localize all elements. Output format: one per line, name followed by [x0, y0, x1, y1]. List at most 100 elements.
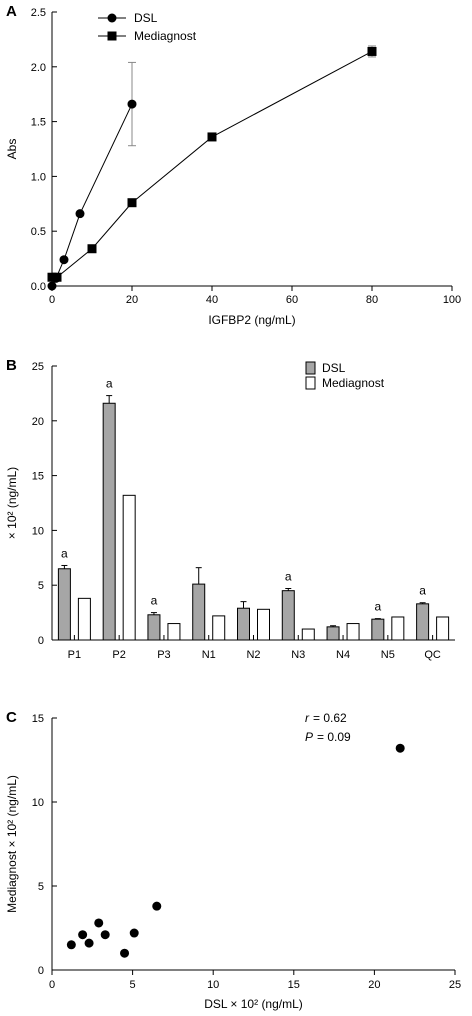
scatter-point — [84, 938, 94, 948]
data-point-mediagnost — [52, 272, 62, 282]
data-point-dsl — [59, 255, 69, 265]
scatter-point — [78, 930, 88, 940]
panel-a-label: A — [6, 3, 17, 20]
x-tick-label: P1 — [68, 649, 81, 661]
x-tick-label: 60 — [286, 294, 298, 306]
x-tick-label: N5 — [381, 649, 395, 661]
bar-dsl-n1 — [192, 583, 206, 641]
r-value: = 0.62 — [313, 711, 347, 725]
y-tick-label: 1.5 — [31, 117, 46, 129]
panel-c-y-axis-label: Mediagnost × 10² (ng/mL) — [5, 775, 19, 913]
y-tick-label: 25 — [32, 361, 44, 373]
scatter-point — [395, 743, 405, 753]
data-point-dsl — [47, 281, 57, 291]
legend-mediagnost-label: Mediagnost — [322, 376, 385, 390]
panel-a: A 0.0 0.5 1.0 1.5 2.0 2.5 0 20 40 60 80 100 IGFBP2 … — [5, 3, 461, 327]
legend-mediagnost-swatch — [305, 376, 316, 390]
significance-marker: a — [106, 377, 113, 391]
data-point-dsl — [75, 209, 85, 219]
correlation-annotation: r = 0.62 — [305, 711, 347, 725]
panel-c: C 0 5 10 15 0 5 10 15 20 25 DSL × 10² (ng/mL) Med… — [5, 709, 461, 1011]
significance-marker: a — [61, 546, 68, 560]
x-tick-label: 80 — [366, 294, 378, 306]
scatter-point — [94, 918, 104, 928]
x-tick-label: 20 — [368, 979, 380, 991]
legend-dsl-swatch — [305, 361, 316, 375]
bar-mediagnost-n2 — [257, 608, 270, 641]
x-tick-label: P2 — [112, 649, 125, 661]
panel-b-y-axis-label: × 10² (ng/mL) — [5, 467, 19, 539]
legend-mediagnost-label: Mediagnost — [134, 29, 197, 43]
x-tick-label: 0 — [49, 979, 55, 991]
data-point-mediagnost — [87, 244, 97, 254]
panel-a-x-axis-label: IGFBP2 (ng/mL) — [208, 313, 295, 327]
y-tick-label: 5 — [38, 580, 44, 592]
data-point-dsl — [127, 99, 137, 109]
y-tick-label: 15 — [32, 713, 44, 725]
bar-dsl-p2 — [102, 402, 116, 641]
panel-b-axes: 0 5 10 15 20 25 P1 P2 P3 N1 N2 N3 N4 N5 QC — [32, 361, 455, 661]
y-tick-label: 0 — [38, 635, 44, 647]
bar-dsl-n2 — [237, 607, 250, 641]
x-tick-label: N4 — [336, 649, 350, 661]
panel-c-marks — [66, 743, 405, 958]
r-symbol: r — [305, 711, 310, 725]
panel-c-x-axis-label: DSL × 10² (ng/mL) — [204, 997, 303, 1011]
bar-dsl-p1 — [57, 568, 71, 641]
bar-dsl-qc — [416, 603, 430, 641]
x-tick-label: 10 — [207, 979, 219, 991]
x-tick-label: 25 — [449, 979, 461, 991]
bar-mediagnost-n4 — [346, 623, 360, 641]
significance-marker: a — [419, 584, 426, 598]
bar-mediagnost-n1 — [212, 615, 226, 641]
series-line-mediagnost — [52, 51, 373, 278]
scatter-point — [120, 948, 130, 958]
scatter-point — [66, 940, 76, 950]
significance-marker: a — [374, 600, 381, 614]
scatter-point — [100, 930, 110, 940]
x-tick-label: 0 — [49, 294, 55, 306]
bar-mediagnost-n5 — [391, 616, 405, 641]
bar-dsl-n3 — [281, 590, 295, 641]
bar-mediagnost-p2 — [122, 494, 136, 641]
y-tick-label: 0 — [38, 965, 44, 977]
data-point-mediagnost — [47, 272, 57, 282]
x-tick-label: 100 — [443, 294, 461, 306]
panel-b-marks: a a a a a a — [57, 377, 450, 641]
panel-a-marks — [47, 45, 377, 291]
bar-mediagnost-qc — [436, 616, 450, 641]
bar-dsl-n4 — [326, 626, 340, 641]
x-tick-label: 40 — [206, 294, 218, 306]
legend-dsl-label: DSL — [322, 361, 346, 375]
y-tick-label: 1.0 — [31, 171, 46, 183]
bar-mediagnost-p3 — [167, 623, 181, 641]
y-tick-label: 10 — [32, 525, 44, 537]
panel-b: B 0 5 10 15 20 25 P1 P2 P3 N1 N2 N3 N4 N5 QC a a a a a a × … — [5, 357, 455, 661]
panel-b-label: B — [6, 357, 17, 374]
bar-mediagnost-p1 — [77, 597, 91, 641]
p-value-annotation: P = 0.09 — [305, 730, 351, 744]
y-tick-label: 2.0 — [31, 62, 46, 74]
panel-c-axes: 0 5 10 15 0 5 10 15 20 25 — [32, 713, 461, 991]
legend-mediagnost-marker — [107, 31, 117, 41]
y-tick-label: 5 — [38, 881, 44, 893]
bar-mediagnost-n3 — [301, 628, 315, 641]
y-tick-label: 20 — [32, 416, 44, 428]
x-tick-label: P3 — [157, 649, 170, 661]
p-value: = 0.09 — [317, 730, 351, 744]
bar-dsl-n5 — [371, 618, 385, 641]
panel-a-legend: DSL Mediagnost — [98, 11, 197, 43]
scatter-point — [129, 928, 139, 938]
y-tick-label: 0.0 — [31, 281, 46, 293]
scatter-point — [152, 901, 162, 911]
y-tick-label: 0.5 — [31, 226, 46, 238]
x-tick-label: QC — [424, 649, 441, 661]
x-tick-label: N2 — [246, 649, 260, 661]
y-tick-label: 2.5 — [31, 7, 46, 19]
data-point-mediagnost — [207, 132, 217, 142]
y-tick-label: 10 — [32, 797, 44, 809]
data-point-mediagnost — [127, 198, 137, 208]
x-tick-label: 5 — [130, 979, 136, 991]
x-tick-label: N3 — [291, 649, 305, 661]
